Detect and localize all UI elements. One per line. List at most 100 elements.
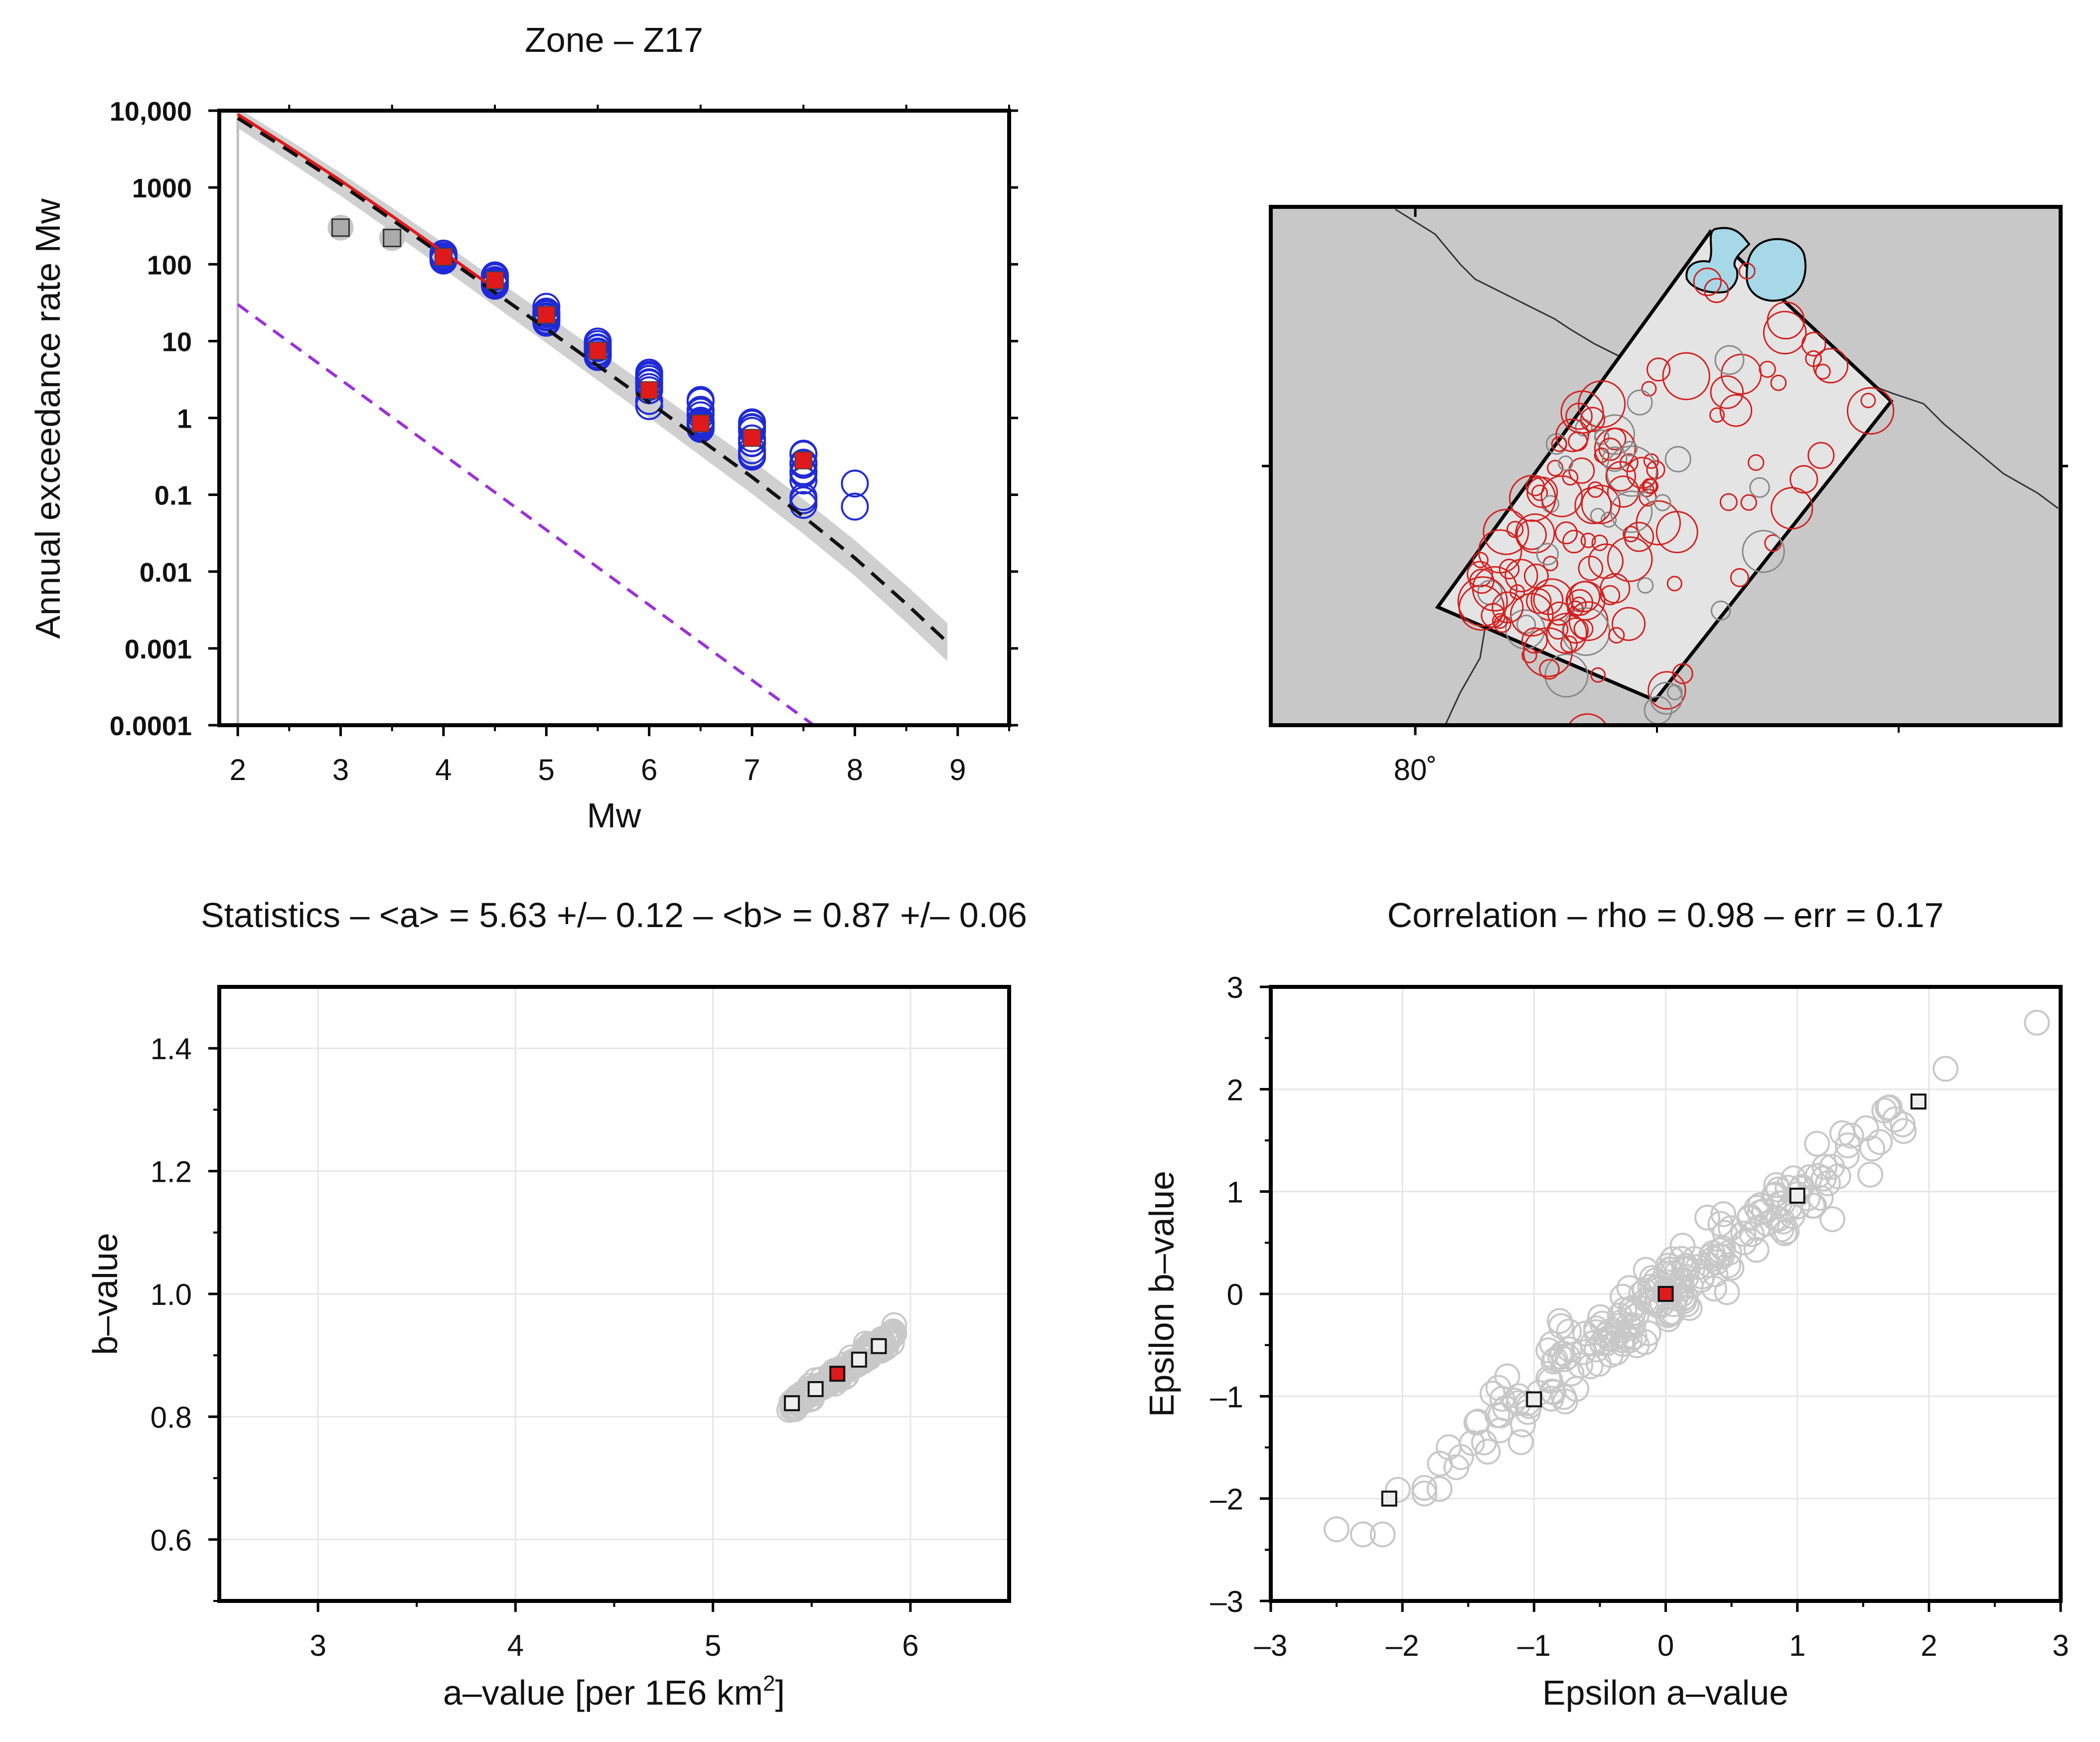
mfd-bootstrap-point xyxy=(841,492,869,521)
corr-bootstrap-point xyxy=(1385,1477,1411,1503)
map-event xyxy=(1622,734,1637,749)
stats-y-tick-label: 0.6 xyxy=(150,1524,192,1557)
mfd-y-tick-label: 0.1 xyxy=(154,481,192,511)
map-event xyxy=(1860,393,1876,408)
map-event xyxy=(1607,536,1653,582)
map-longitude-label: 80˚ xyxy=(1394,753,1437,787)
corr-percentile-marker xyxy=(1526,1391,1542,1408)
lake-large xyxy=(1745,238,1807,302)
mfd-bootstrap-point xyxy=(841,470,869,498)
map-event xyxy=(1666,576,1682,592)
corr-bootstrap-point xyxy=(1618,1296,1644,1323)
corr-bootstrap-point xyxy=(1611,1297,1638,1323)
stats-x-tick-label: 3 xyxy=(309,1629,326,1662)
mfd-y-axis-label: Annual exceedance rate Mw xyxy=(28,198,67,639)
corr-x-tick-label: –3 xyxy=(1254,1629,1288,1662)
mfd-plot-area xyxy=(236,108,949,727)
map-event xyxy=(1600,573,1631,604)
mfd-x-tick-label: 4 xyxy=(435,753,451,787)
map-event xyxy=(1540,475,1583,517)
corr-bootstrap-point xyxy=(1772,1220,1798,1247)
corr-bootstrap-point xyxy=(1659,1260,1685,1286)
map-excluded-event xyxy=(1610,490,1653,533)
map-event xyxy=(1619,453,1639,473)
map-event xyxy=(1764,534,1782,552)
map-event xyxy=(1523,563,1549,589)
mfd-y-tick-label: 10,000 xyxy=(110,97,192,127)
map-panel: 80˚ xyxy=(1262,205,2068,787)
corr-y-ticks: –3 –2 –1 0 1 2 3 xyxy=(1210,971,1271,1618)
map-event xyxy=(1719,493,1738,511)
mfd-y-tick-label: 100 xyxy=(147,250,192,280)
map-event xyxy=(1763,311,1807,355)
corr-bootstrap-point xyxy=(1804,1130,1830,1157)
corr-outlier-point xyxy=(1350,1521,1376,1548)
mfd-bootstrap-point xyxy=(429,239,457,268)
map-event xyxy=(1771,487,1813,530)
map-event xyxy=(1569,581,1601,613)
map-event xyxy=(1580,532,1596,548)
corr-bootstrap-point xyxy=(1867,1129,1893,1155)
corr-bootstrap-point xyxy=(1689,1264,1715,1290)
corr-bootstrap-point xyxy=(1669,1233,1696,1259)
corr-bootstrap-point xyxy=(1668,1246,1695,1272)
map-event xyxy=(1547,460,1564,476)
map-event xyxy=(1693,267,1722,297)
stats-y-tick-label: 0.8 xyxy=(150,1401,192,1434)
map-event xyxy=(1555,418,1589,453)
map-event xyxy=(1643,453,1659,469)
mfd-reference-line xyxy=(237,303,815,727)
stats-x-tick-label: 5 xyxy=(705,1629,721,1662)
corr-bootstrap-point xyxy=(1488,1402,1513,1428)
map-event xyxy=(1509,475,1556,522)
corr-y-tick-label: –1 xyxy=(1210,1380,1243,1414)
map-excluded-event xyxy=(1749,477,1770,498)
corr-bootstrap-point xyxy=(1552,1388,1578,1415)
corr-bootstrap-point xyxy=(1731,1229,1757,1256)
corr-outlier-point xyxy=(2024,1009,2050,1036)
corr-y-tick-label: 1 xyxy=(1227,1176,1243,1209)
map-event xyxy=(1815,363,1831,380)
map-event xyxy=(1605,461,1637,492)
map-event xyxy=(1801,331,1826,357)
mfd-mean-point xyxy=(486,271,504,290)
map-event xyxy=(1562,529,1586,554)
mfd-mean-point xyxy=(794,451,813,470)
corr-y-tick-label: –2 xyxy=(1210,1483,1243,1516)
stats-x-tick-label: 6 xyxy=(902,1629,918,1662)
map-event xyxy=(1591,534,1608,551)
map-event xyxy=(1562,617,1589,644)
corr-outlier-point xyxy=(1324,1516,1350,1543)
corr-x-axis-label: Epsilon a–value xyxy=(1542,1673,1789,1712)
corr-bootstrap-point xyxy=(1819,1206,1846,1233)
corr-bootstrap-point xyxy=(1546,1308,1573,1334)
map-excluded-event xyxy=(1710,600,1731,621)
map-event xyxy=(1612,607,1646,641)
map-event xyxy=(1499,558,1520,580)
stats-plot-area xyxy=(776,1312,907,1423)
stats-percentile-marker xyxy=(871,1338,887,1354)
stats-x-label-sup: 2 xyxy=(763,1671,775,1696)
corr-x-tick-label: 0 xyxy=(1657,1629,1674,1662)
corr-x-tick-label: 1 xyxy=(1789,1629,1805,1662)
map-event xyxy=(1562,469,1579,486)
map-event xyxy=(1567,600,1584,618)
stats-x-ticks: 3 4 5 6 xyxy=(309,1601,919,1662)
map-event xyxy=(1719,394,1753,427)
stats-bootstrap-point xyxy=(806,1372,832,1399)
mfd-mean-point xyxy=(589,341,607,360)
corr-y-axis-label: Epsilon b–value xyxy=(1142,1171,1181,1417)
mfd-mean-point xyxy=(691,414,710,433)
map-event xyxy=(1546,613,1587,654)
map-event xyxy=(1526,588,1552,614)
map-event xyxy=(1590,667,1606,683)
mfd-y-tick-label: 0.0001 xyxy=(110,711,192,741)
mfd-y-tick-label: 1000 xyxy=(132,173,192,203)
mfd-x-tick-label: 9 xyxy=(949,753,966,787)
map-event xyxy=(1623,525,1640,543)
map-excluded-event xyxy=(1637,577,1654,594)
stats-y-tick-label: 1.0 xyxy=(150,1278,192,1311)
map-excluded-event xyxy=(1558,455,1574,471)
map-excluded-event xyxy=(1600,511,1617,528)
